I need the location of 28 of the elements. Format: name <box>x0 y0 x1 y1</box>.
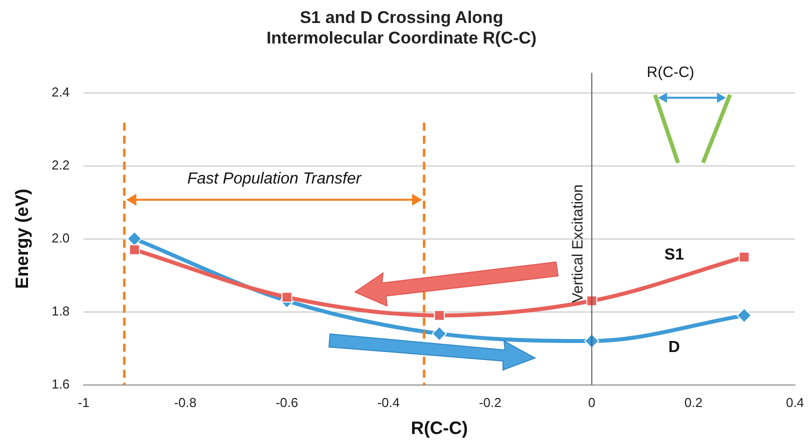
point <box>736 308 752 323</box>
y-tick-label: 1.6 <box>52 376 70 392</box>
annotation: Fast Population Transfer <box>187 170 362 188</box>
point <box>129 244 140 256</box>
x-tick-label: 0.2 <box>684 395 702 410</box>
chart-title: S1 and D Crossing Along Intermolecular Coordinate R(C-C) <box>266 8 537 48</box>
x-tick-label: -0.4 <box>377 395 400 410</box>
point <box>432 326 447 342</box>
x-tick-label: 0.4 <box>786 395 804 410</box>
point <box>738 252 750 262</box>
point <box>126 231 142 246</box>
x-tick-label: 0 <box>588 395 596 410</box>
x-tick-label: -0.2 <box>478 395 502 410</box>
series-label: D <box>668 338 680 356</box>
series-label: S1 <box>664 246 684 264</box>
y-tick-label: 2.4 <box>52 84 70 100</box>
ref-line-label: Vertical Excitation <box>569 184 586 303</box>
x-tick-label: -0.6 <box>276 395 298 410</box>
y-tick-label: 2.2 <box>52 157 70 172</box>
y-tick-label: 1.8 <box>52 303 70 318</box>
x-tick-label: -0.8 <box>174 395 196 410</box>
point <box>281 292 292 303</box>
y-tick-label: 2.0 <box>52 230 70 246</box>
x-tick-label: -1 <box>78 395 90 410</box>
y-axis-title: Energy (eV) <box>12 188 32 289</box>
x-axis-title: R(C-C) <box>410 418 468 438</box>
point <box>434 310 445 321</box>
text: R(C-C) <box>646 64 694 81</box>
